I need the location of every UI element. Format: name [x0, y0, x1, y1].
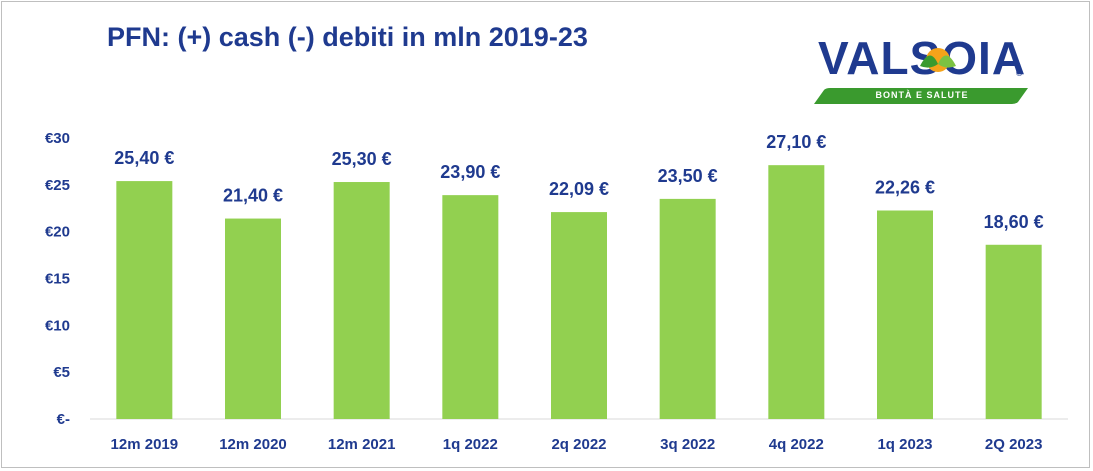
data-label: 25,30 € — [332, 149, 392, 169]
logo-tagline-band — [814, 88, 1028, 104]
data-label: 27,10 € — [766, 132, 826, 152]
data-label: 22,26 € — [875, 177, 935, 197]
data-label: 21,40 € — [223, 186, 283, 206]
bar — [877, 210, 933, 419]
bar — [333, 182, 390, 419]
x-tick-label: 3q 2022 — [660, 436, 715, 453]
y-tick-label: €10 — [45, 317, 70, 334]
y-tick-label: €25 — [45, 177, 70, 194]
x-tick-label: 4q 2022 — [769, 436, 824, 453]
logo-tagline: BONTÀ E SALUTE — [875, 90, 969, 100]
x-tick-label: 12m 2020 — [219, 436, 287, 453]
data-label: 18,60 € — [984, 212, 1044, 232]
x-tick-label: 2Q 2023 — [985, 436, 1043, 453]
y-tick-label: €- — [57, 411, 70, 428]
bar — [985, 244, 1042, 419]
y-tick-label: €5 — [53, 364, 70, 381]
bar — [116, 181, 173, 419]
bar — [442, 195, 499, 419]
x-tick-label: 12m 2021 — [328, 436, 396, 453]
x-tick-label: 2q 2022 — [551, 436, 606, 453]
x-tick-label: 1q 2023 — [877, 436, 932, 453]
data-label: 22,09 € — [549, 179, 609, 199]
bar — [768, 165, 825, 419]
bar — [659, 198, 716, 419]
bar — [225, 218, 281, 419]
registered-mark: ® — [1016, 68, 1023, 78]
leaf-sun-icon — [920, 48, 956, 72]
y-tick-label: €15 — [45, 271, 70, 288]
y-tick-label: €20 — [45, 224, 70, 241]
data-label: 25,40 € — [114, 148, 174, 168]
chart-title: PFN: (+) cash (-) debiti in mln 2019-23 — [107, 22, 588, 52]
data-label: 23,90 € — [440, 162, 500, 182]
data-label: 23,50 € — [658, 166, 718, 186]
x-tick-label: 12m 2019 — [111, 436, 179, 453]
y-tick-label: €30 — [45, 130, 70, 147]
x-tick-label: 1q 2022 — [443, 436, 498, 453]
logo-wordmark: VALSOIA — [818, 32, 1027, 84]
bar — [551, 212, 607, 419]
valsoia-logo: VALSOIA ® BONTÀ E SALUTE — [812, 30, 1032, 106]
